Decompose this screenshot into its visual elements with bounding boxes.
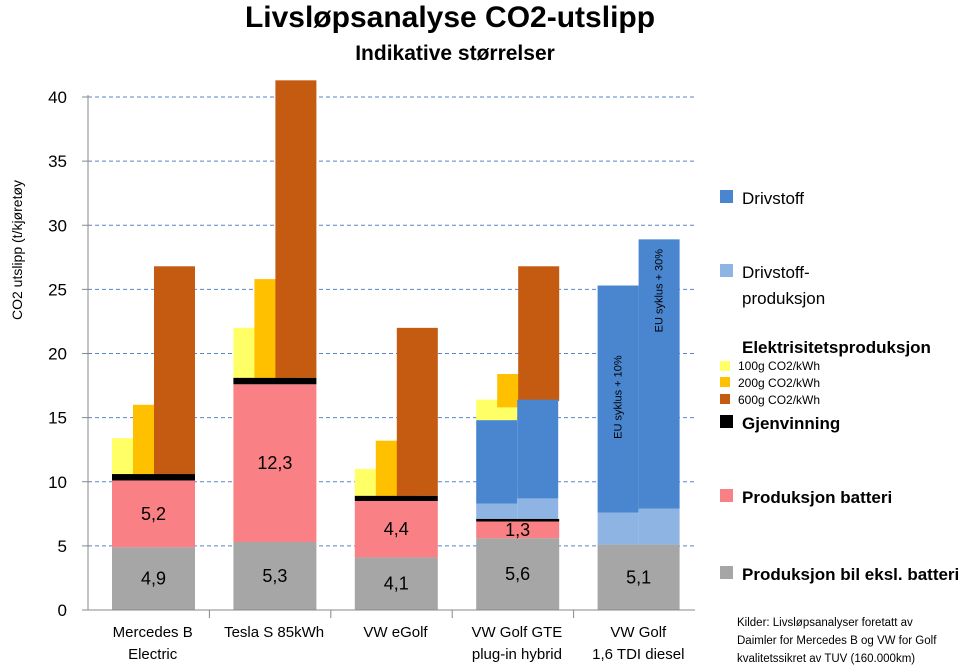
bar-fuelprod-high-3 bbox=[517, 498, 559, 519]
data-label-batteri-2: 4,4 bbox=[384, 519, 409, 539]
bar-fuel-low-4 bbox=[597, 285, 639, 513]
bar-bil-0 bbox=[112, 547, 195, 610]
legend-label-bil: Produksjon bil eksl. batteri bbox=[742, 565, 959, 584]
category-label-0: Mercedes B bbox=[113, 624, 193, 641]
bar-bil-3 bbox=[476, 538, 560, 610]
category-label-3: VW Golf GTE bbox=[471, 624, 562, 641]
data-label-bil-1: 5,3 bbox=[262, 566, 287, 586]
legend-label-drivstoff: Drivstoff bbox=[742, 189, 804, 208]
y-axis-label: CO2 utslipp (t/kjøretøy bbox=[9, 180, 25, 320]
y-tick-label-0: 0 bbox=[58, 601, 67, 620]
bar-el600-3 bbox=[518, 266, 560, 401]
annotation-eu-10: EU syklus + 10% bbox=[613, 355, 625, 439]
y-tick-label-35: 35 bbox=[48, 152, 67, 171]
bar-bil-2 bbox=[354, 557, 438, 610]
bar-batteri-1 bbox=[233, 384, 317, 543]
y-tick-label-15: 15 bbox=[48, 409, 67, 428]
bar-fuel-high-3 bbox=[517, 399, 559, 499]
source-note: Kilder: Livsløpsanalyser foretatt av Dai… bbox=[737, 617, 937, 665]
bar-gjenvinning-1 bbox=[233, 377, 317, 385]
bar-fuel-low-3 bbox=[476, 420, 518, 504]
bar-el600-0 bbox=[154, 266, 195, 475]
y-tick-label-40: 40 bbox=[48, 88, 67, 107]
legend-label-el100: 100g CO2/kWh bbox=[738, 359, 820, 373]
bar-batteri-2 bbox=[354, 500, 438, 558]
data-label-bil-2: 4,1 bbox=[384, 574, 409, 594]
legend-swatch-el200 bbox=[720, 377, 730, 387]
bar-fuelprod-low-4 bbox=[597, 512, 639, 545]
bar-el600-1 bbox=[275, 80, 317, 378]
category-label-line2-0: Electric bbox=[128, 646, 178, 663]
category-label-line2-4: 1,6 TDI diesel bbox=[592, 646, 684, 663]
bar-gjenvinning-2 bbox=[354, 495, 438, 501]
data-label-batteri-0: 5,2 bbox=[141, 504, 166, 524]
bar-fuelprod-high-4 bbox=[638, 508, 680, 545]
category-label-4: VW Golf bbox=[610, 624, 667, 641]
data-label-bil-0: 4,9 bbox=[141, 569, 166, 589]
legend-swatch-el600 bbox=[720, 394, 730, 404]
bar-bil-1 bbox=[233, 542, 317, 610]
y-tick-label-25: 25 bbox=[48, 280, 67, 299]
legend-label-batteri: Produksjon batteri bbox=[742, 488, 892, 507]
bar-batteri-3 bbox=[476, 521, 560, 539]
data-label-batteri-1: 12,3 bbox=[257, 453, 292, 473]
data-label-bil-4: 5,1 bbox=[626, 567, 651, 587]
axes: 0 5 10 15 20 25 30 35 40 bbox=[48, 88, 695, 620]
bar-fuel-high-4 bbox=[638, 239, 680, 509]
source-line-3: kvalitetssikret av TUV (160.000km) bbox=[737, 653, 915, 665]
legend-label-drivstoffproduksjon-2: produksjon bbox=[742, 289, 825, 308]
bar-batteri-0 bbox=[112, 480, 195, 548]
legend: Drivstoff Drivstoff-produksjon Elektrisite… bbox=[720, 189, 959, 584]
bar-bil-4 bbox=[597, 544, 680, 610]
y-tick-label-20: 20 bbox=[48, 345, 67, 364]
bar-el600-2 bbox=[396, 327, 438, 496]
chart-subtitle: Indikative størrelser bbox=[355, 42, 555, 65]
legend-swatch-drivstoffproduksjon bbox=[720, 264, 733, 277]
legend-swatch-el100 bbox=[720, 361, 730, 371]
labels: 4,9 5,2 Mercedes B Electric 5,3 12,3 Tesla S 8… bbox=[113, 249, 685, 663]
chart-title: Livsløpsanalyse CO2-utslipp bbox=[245, 1, 655, 34]
bar-gjenvinning-3 bbox=[476, 518, 560, 522]
legend-label-gjenvinning: Gjenvinning bbox=[742, 414, 840, 433]
bars bbox=[112, 80, 680, 610]
category-label-line2-3: plug-in hybrid bbox=[472, 646, 562, 663]
legend-label-elektrisitet: Elektrisitetsproduksjon bbox=[742, 338, 931, 357]
category-label-1: Tesla S 85kWh bbox=[224, 624, 324, 641]
y-tick-label-30: 30 bbox=[48, 216, 67, 235]
legend-swatch-drivstoff bbox=[720, 190, 733, 203]
bar-gjenvinning-0 bbox=[112, 474, 195, 481]
legend-label-drivstoffproduksjon-1: Drivstoff- bbox=[742, 263, 810, 282]
annotation-eu-30: EU syklus + 30% bbox=[654, 249, 666, 333]
source-line-1: Kilder: Livsløpsanalyser foretatt av bbox=[737, 617, 913, 629]
legend-label-el200: 200g CO2/kWh bbox=[738, 376, 820, 390]
y-tick-label-10: 10 bbox=[48, 473, 67, 492]
data-label-bil-3: 5,6 bbox=[505, 564, 530, 584]
bar-fuelprod-low-3 bbox=[476, 503, 518, 519]
legend-swatch-batteri bbox=[720, 489, 733, 502]
legend-swatch-bil bbox=[720, 566, 733, 579]
source-line-2: Daimler for Mercedes B og VW for Golf bbox=[737, 635, 937, 647]
y-tick-label-5: 5 bbox=[58, 537, 67, 556]
data-label-batteri-3: 1,3 bbox=[505, 520, 530, 540]
legend-swatch-gjenvinning bbox=[720, 415, 733, 428]
category-label-2: VW eGolf bbox=[363, 624, 428, 641]
legend-label-el600: 600g CO2/kWh bbox=[738, 393, 820, 407]
